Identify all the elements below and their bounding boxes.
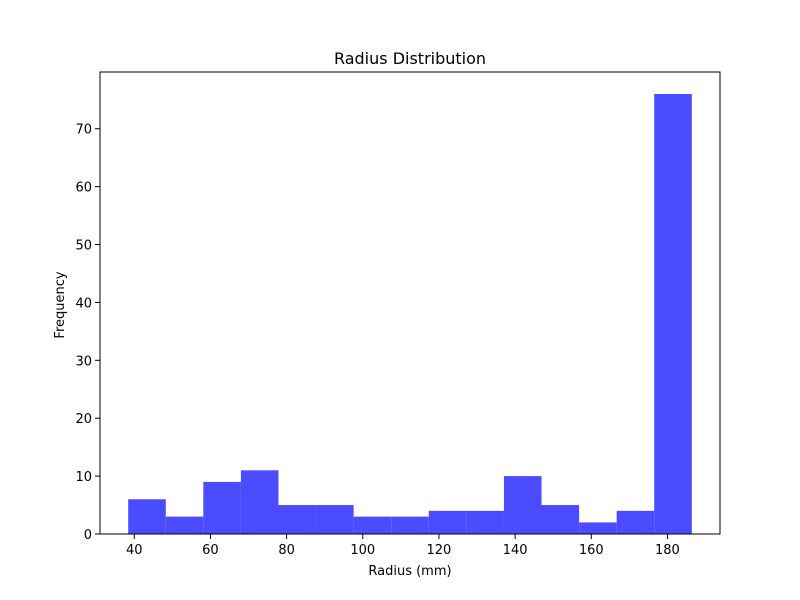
histogram-bar xyxy=(278,505,317,534)
y-tick-label: 60 xyxy=(75,181,92,196)
x-tick-label: 120 xyxy=(427,543,452,558)
x-tick-label: 180 xyxy=(655,543,680,558)
bars-layer xyxy=(128,94,692,534)
plot-frame xyxy=(99,71,721,535)
x-tick-label: 80 xyxy=(278,543,295,558)
histogram-bar xyxy=(203,481,241,534)
y-axis: 0 10 20 30 40 50 60 70 xyxy=(75,123,100,543)
x-axis-label: Radius (mm) xyxy=(368,564,451,579)
histogram-bar xyxy=(466,510,504,534)
chart-title: Radius Distribution xyxy=(334,49,486,68)
histogram-bar xyxy=(579,522,617,534)
histogram-bar xyxy=(128,499,166,534)
x-tick-label: 160 xyxy=(579,543,604,558)
x-tick-label: 100 xyxy=(350,543,375,558)
histogram-bar xyxy=(428,510,467,534)
y-tick-label: 50 xyxy=(75,239,92,254)
y-tick-label: 70 xyxy=(75,123,92,138)
histogram-bar xyxy=(503,476,542,534)
histogram-bar xyxy=(616,510,655,534)
y-tick-label: 30 xyxy=(75,354,92,369)
y-tick-label: 10 xyxy=(75,470,92,485)
histogram-bar xyxy=(541,505,580,534)
y-tick-label: 0 xyxy=(84,528,92,543)
histogram-bar xyxy=(391,516,429,534)
y-axis-label: Frequency xyxy=(53,271,68,338)
histogram-bar xyxy=(353,516,392,534)
x-tick-label: 140 xyxy=(503,543,528,558)
histogram-bar xyxy=(240,470,279,534)
x-tick-label: 60 xyxy=(202,543,219,558)
histogram-bar xyxy=(316,505,354,534)
x-tick-label: 40 xyxy=(126,543,143,558)
histogram-bar xyxy=(165,516,204,534)
y-tick-label: 20 xyxy=(75,412,92,427)
x-axis: 40 60 80 100 120 140 160 180 xyxy=(126,534,680,558)
y-tick-label: 40 xyxy=(75,296,92,311)
histogram-bar xyxy=(654,94,692,534)
